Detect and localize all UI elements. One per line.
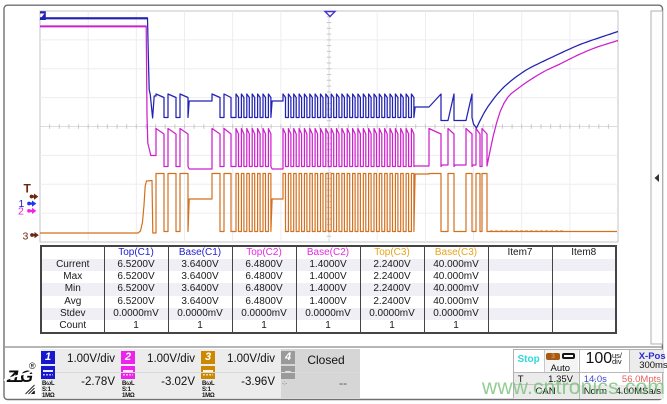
svg-text:1: 1 (19, 198, 25, 210)
svg-text:3: 3 (23, 231, 29, 243)
svg-text:2: 2 (18, 206, 24, 218)
svg-text:T: T (24, 182, 32, 196)
svg-text:®: ® (29, 361, 36, 371)
